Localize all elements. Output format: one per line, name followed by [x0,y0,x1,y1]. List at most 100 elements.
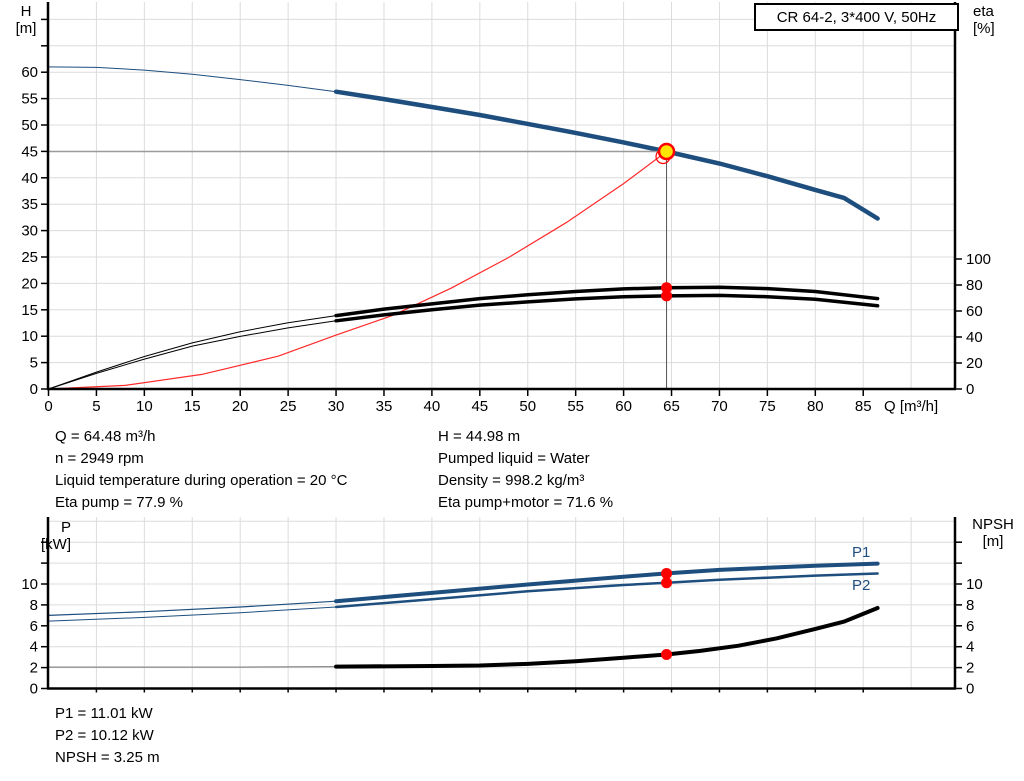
left-tick-label: 5 [30,355,38,372]
p-axis-label: P [kW] [41,519,71,553]
left-tick-label: 6 [30,618,38,635]
x-tick-label: 20 [232,398,249,415]
p1-curve-thick [334,561,880,604]
left-tick-label: 45 [21,143,38,160]
left-tick-label: 0 [30,381,38,398]
pump-title-box: CR 64-2, 3*400 V, 50Hz [754,3,959,31]
x-tick-label: 70 [711,398,728,415]
right-tick-label: 60 [966,303,983,320]
head-efficiency-chart-curves [48,66,880,390]
right-tick-label: 100 [966,251,991,268]
x-tick-label: 80 [807,398,824,415]
duty-point-marker [657,142,676,161]
right-tick-label: 4 [966,639,974,656]
power-npsh-chart-left-tick-labels: 0 2 4 6 8 10 [21,576,38,698]
eta-pump-curve-thin [48,315,337,390]
eta-pump-motor-duty-dot [661,290,673,302]
right-tick-label: 6 [966,618,974,635]
eta-pump-motor-curve-thick [334,293,880,323]
npsh-duty-dot [661,649,673,661]
p2-curve-label: P2 [852,577,870,594]
eta-pump-motor-curve-thin [48,320,337,390]
right-tick-label: 40 [966,329,983,346]
left-tick-label: 60 [21,64,38,81]
x-tick-label: 85 [855,398,872,415]
left-tick-label: 30 [21,223,38,240]
x-tick-label: 25 [280,398,297,415]
head-efficiency-chart-x-tick-labels: 0 5 10 15 20 25 30 35 40 45 50 55 60 65 70 75 80 85 [44,398,871,415]
info-line: Liquid temperature during operation = 20… [55,472,348,489]
npsh-curve-thin [48,666,337,668]
left-tick-label: 8 [30,597,38,614]
p2-curve-thin [48,606,337,622]
x-tick-label: 55 [567,398,584,415]
duty-markers [661,567,673,661]
head-efficiency-chart-gridlines [48,2,955,389]
left-tick-label: 0 [30,681,38,698]
head-efficiency-chart: 0 5 10 15 20 25 30 35 40 45 50 55 60 0 20 40 60 80 100 0 5 10… [21,2,991,415]
x-tick-label: 40 [424,398,441,415]
x-tick-label: 0 [44,398,52,415]
duty-info-right: H = 44.98 m Pumped liquid = Water Density … [438,426,613,514]
eta-pump-curve-thick [334,285,880,318]
left-tick-label: 50 [21,117,38,134]
info-line: n = 2949 rpm [55,450,144,467]
x-tick-label: 50 [519,398,536,415]
p1-duty-dot [661,567,673,579]
pump-title: CR 64-2, 3*400 V, 50Hz [776,8,937,26]
right-tick-label: 0 [966,681,974,698]
info-line: Pumped liquid = Water [438,450,590,467]
x-tick-label: 30 [328,398,345,415]
left-tick-label: 40 [21,170,38,187]
info-line: Density = 998.2 kg/m³ [438,472,585,489]
p2-duty-dot [661,577,673,589]
p1-curve-label: P1 [852,544,870,561]
info-line: Eta pump = 77.9 % [55,494,183,511]
right-tick-label: 8 [966,597,974,614]
power-npsh-chart-curves [48,561,880,669]
info-line: NPSH = 3.25 m [55,749,160,766]
qh-curve-thin [48,66,337,93]
info-line: Q = 64.48 m³/h [55,428,156,445]
right-tick-label: 80 [966,277,983,294]
power-npsh-chart-gridlines [48,517,955,689]
info-line: Eta pump+motor = 71.6 % [438,494,614,511]
x-tick-label: 10 [136,398,153,415]
x-tick-label: 45 [471,398,488,415]
npsh-curve-thick [334,606,880,669]
duty-info-left: Q = 64.48 m³/h n = 2949 rpm Liquid tempera… [55,426,347,514]
x-tick-label: 15 [184,398,201,415]
x-tick-label: 65 [663,398,680,415]
npsh-axis-label: NPSH [m] [972,516,1014,550]
power-npsh-info: P1 = 11.01 kW P2 = 10.12 kW NPSH = 3.25 m [55,703,160,769]
left-tick-label: 15 [21,302,38,319]
right-tick-label: 2 [966,660,974,677]
power-npsh-chart-axes [41,517,962,693]
info-line: P2 = 10.12 kW [55,727,154,744]
power-npsh-chart: P1 P2 0 2 4 6 8 10 0 2 4 6 8 10 [21,517,983,698]
q-axis-label: Q [m³/h] [884,398,939,415]
right-tick-label: 20 [966,355,983,372]
left-tick-label: 10 [21,328,38,345]
left-tick-label: 2 [30,660,38,677]
head-efficiency-chart-axes [41,2,962,396]
info-line: H = 44.98 m [438,428,521,445]
duty-markers [655,142,676,302]
right-tick-label: 0 [966,381,974,398]
duty-reference-lines [48,150,668,389]
x-tick-label: 5 [92,398,100,415]
x-tick-label: 35 [376,398,393,415]
head-efficiency-chart-right-tick-labels: 0 20 40 60 80 100 [966,251,991,398]
head-efficiency-chart-left-tick-labels: 0 5 10 15 20 25 30 35 40 45 50 55 60 [21,64,38,398]
p1-curve-thin [48,600,337,616]
x-tick-label: 60 [615,398,632,415]
left-tick-label: 25 [21,249,38,266]
eta-pump-duty-dot [661,282,673,294]
power-npsh-chart-right-tick-labels: 0 2 4 6 8 10 [966,576,983,698]
qh-curve-thick [333,89,880,221]
info-line: P1 = 11.01 kW [55,705,153,722]
left-tick-label: 35 [21,196,38,213]
left-tick-label: 55 [21,91,38,108]
